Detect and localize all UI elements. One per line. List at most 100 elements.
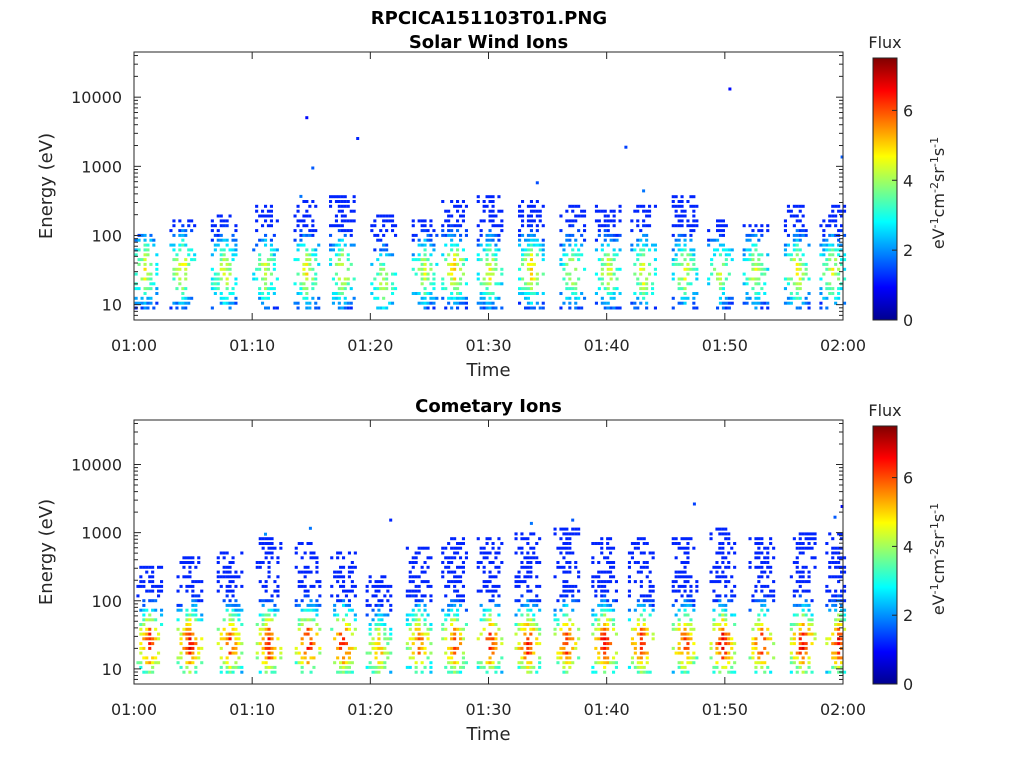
heatmap-cell: [715, 661, 719, 665]
heatmap-cell: [718, 594, 722, 598]
heatmap-cell: [754, 248, 758, 252]
heatmap-cell: [237, 642, 241, 646]
heatmap-cell: [618, 219, 622, 223]
heatmap-cell: [240, 651, 244, 655]
heatmap-cell: [340, 248, 344, 252]
heatmap-cell: [568, 258, 572, 262]
heatmap-cell: [718, 287, 722, 291]
heatmap-cell: [636, 623, 640, 626]
heatmap-cell: [429, 556, 433, 560]
heatmap-cell: [840, 637, 844, 641]
heatmap-cell: [240, 584, 244, 588]
heatmap-cell: [683, 665, 687, 669]
heatmap-cell: [270, 551, 274, 555]
heatmap-cell: [293, 301, 297, 305]
heatmap-cell: [485, 661, 489, 665]
heatmap-cell: [267, 542, 271, 545]
heatmap-cell: [518, 233, 522, 237]
heatmap-cell: [609, 575, 613, 579]
heatmap-cell: [574, 204, 578, 208]
heatmap-cell: [426, 233, 430, 237]
heatmap-cell: [494, 258, 498, 262]
heatmap-cell: [804, 229, 808, 233]
heatmap-cell: [627, 608, 631, 612]
heatmap-cell: [612, 608, 616, 612]
heatmap-cell: [272, 258, 276, 262]
heatmap-cell: [810, 642, 814, 646]
heatmap-cell: [529, 627, 533, 631]
heatmap-cell: [261, 301, 265, 305]
heatmap-cell: [500, 656, 504, 660]
heatmap-cell: [374, 589, 378, 593]
heatmap-cell: [727, 637, 731, 641]
heatmap-cell: [683, 287, 687, 291]
heatmap-cell: [379, 238, 383, 242]
heatmap-cell: [482, 200, 486, 203]
heatmap-cell: [514, 613, 518, 617]
heatmap-cell: [152, 306, 156, 310]
heatmap-cell: [444, 618, 448, 622]
heatmap-cell: [188, 575, 192, 579]
heatmap-cell: [346, 253, 350, 257]
heatmap-cell: [148, 613, 152, 617]
heatmap-cell: [432, 277, 436, 281]
heatmap-cell: [733, 670, 737, 674]
heatmap-cell: [353, 584, 357, 588]
heatmap-cell: [724, 556, 728, 560]
heatmap-cell: [420, 296, 424, 300]
heatmap-cell: [597, 575, 601, 579]
heatmap-cell: [715, 599, 719, 603]
colorbar-title: Flux: [868, 33, 901, 52]
heatmap-cell: [636, 656, 640, 660]
heatmap-cell: [648, 551, 652, 555]
heatmap-cell: [344, 613, 348, 617]
x-axis-label: Time: [465, 360, 510, 381]
heatmap-cell: [429, 594, 433, 598]
heatmap-cell: [194, 637, 198, 641]
x-tick-label: 01:30: [465, 700, 511, 719]
heatmap-cell: [574, 267, 578, 271]
heatmap-cell: [837, 551, 841, 555]
colorbar-units-label: eV-1cm-2sr-1s-1: [928, 503, 949, 615]
heatmap-cell: [831, 214, 835, 218]
heatmap-cell: [721, 219, 725, 223]
heatmap-cell: [562, 599, 566, 603]
heatmap-cell: [441, 637, 445, 641]
heatmap-cell: [485, 238, 489, 242]
heatmap-cell: [606, 642, 610, 646]
heatmap-cell: [423, 301, 427, 305]
heatmap-cell: [497, 613, 501, 617]
heatmap-cell: [453, 267, 457, 271]
heatmap-cell: [353, 613, 357, 617]
heatmap-cell: [828, 219, 832, 223]
heatmap-cell: [748, 258, 752, 262]
heatmap-cell: [342, 580, 346, 584]
heatmap-cell: [518, 292, 522, 295]
heatmap-cell: [145, 608, 149, 612]
heatmap-cell: [837, 651, 841, 655]
heatmap-cell: [426, 238, 430, 242]
heatmap-cell: [686, 575, 690, 579]
heatmap-cell: [420, 224, 424, 228]
heatmap-cell: [562, 589, 566, 593]
heatmap-cell: [185, 646, 189, 650]
heatmap-cell: [683, 584, 687, 588]
heatmap-point: [624, 145, 628, 149]
unit-exponent: -1: [928, 137, 941, 148]
heatmap-cell: [340, 195, 344, 199]
heatmap-cell: [600, 580, 604, 584]
heatmap-cell: [514, 580, 518, 584]
heatmap-cell: [810, 670, 814, 674]
heatmap-cell: [299, 233, 303, 237]
heatmap-cell: [264, 665, 268, 669]
heatmap-cell: [633, 292, 637, 295]
heatmap-cell: [488, 580, 492, 584]
heatmap-cell: [191, 656, 195, 660]
heatmap-cell: [272, 248, 276, 252]
heatmap-cell: [411, 613, 415, 617]
heatmap-cell: [837, 532, 841, 536]
heatmap-cell: [213, 282, 217, 286]
heatmap-cell: [807, 537, 811, 541]
heatmap-cell: [639, 253, 643, 257]
heatmap-cell: [559, 565, 563, 569]
